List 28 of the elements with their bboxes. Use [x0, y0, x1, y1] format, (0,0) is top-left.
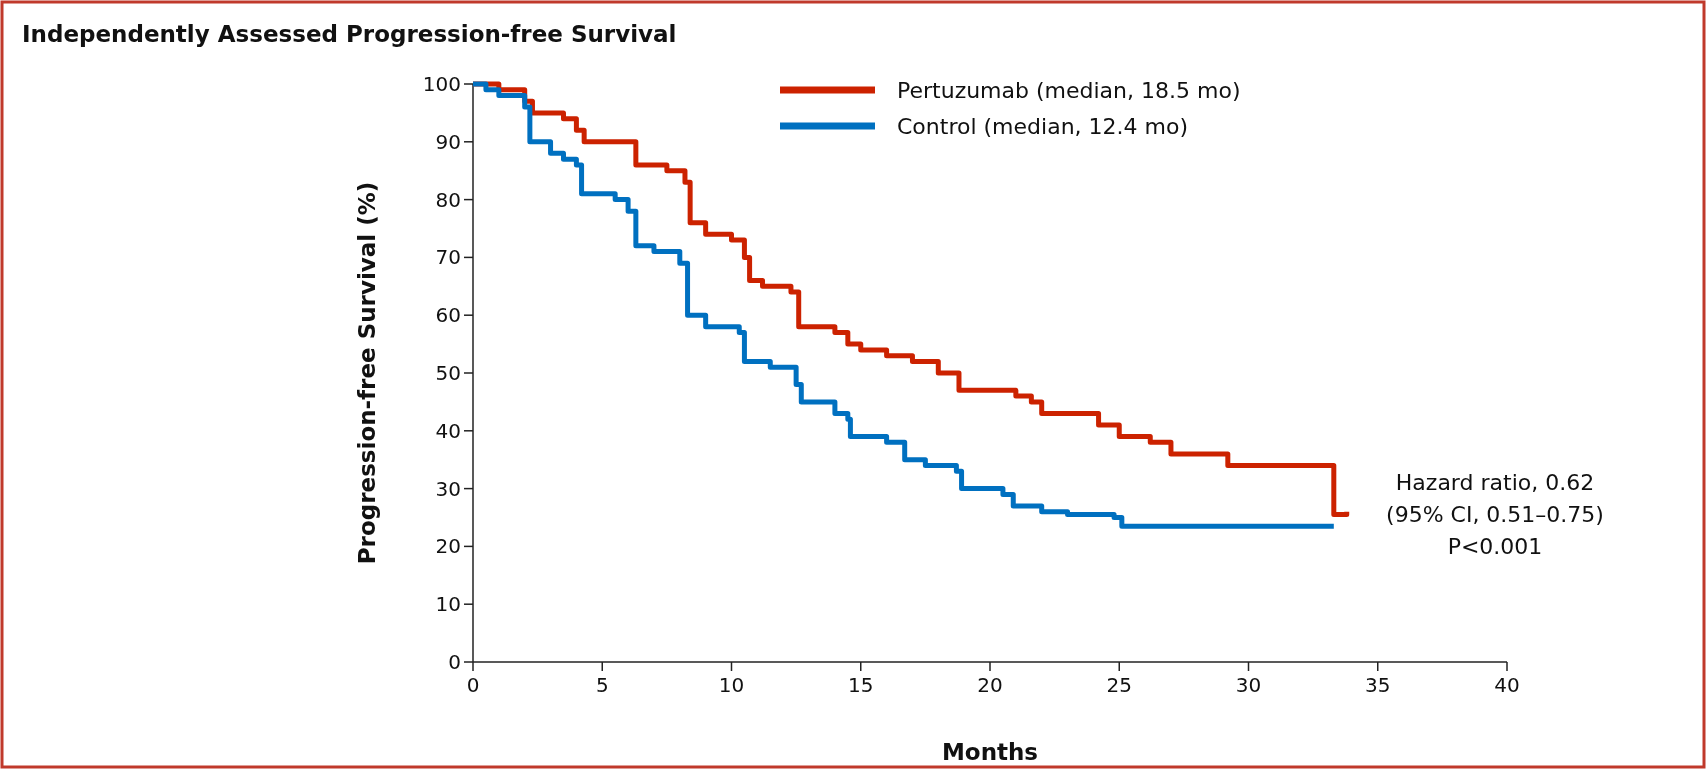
- x-tick-label: 30: [1235, 673, 1262, 697]
- y-tick-label: 80: [435, 187, 461, 212]
- y-axis-title: Progression-free Survival (%): [354, 181, 380, 565]
- y-tick-label: 90: [435, 129, 461, 154]
- y-tick-label: 40: [435, 418, 461, 443]
- legend-label: Control (median, 12.4 mo): [897, 113, 1189, 139]
- legend-label: Pertuzumab (median, 18.5 mo): [897, 77, 1241, 103]
- y-tick-label: 60: [435, 303, 461, 328]
- y-tick-label: 70: [435, 245, 461, 270]
- x-axis-title: Months: [941, 739, 1039, 765]
- y-tick-label: 20: [435, 534, 461, 559]
- x-tick-label: 40: [1494, 673, 1520, 697]
- y-tick-label: 30: [435, 476, 461, 501]
- y-tick-label: 50: [435, 361, 461, 385]
- annotation: P<0.001: [1447, 534, 1543, 559]
- x-tick-label: 35: [1365, 673, 1391, 697]
- x-tick-label: 10: [718, 673, 745, 697]
- x-tick-label: 25: [1106, 673, 1132, 697]
- y-tick-label: 10: [435, 592, 461, 617]
- chart-title: Independently Assessed Progression-free Survival: [22, 21, 677, 47]
- annotation: Hazard ratio, 0.62: [1395, 470, 1595, 495]
- x-tick-label: 0: [466, 673, 480, 697]
- x-tick-label: 20: [977, 673, 1003, 697]
- annotation: (95% CI, 0.51–0.75): [1386, 502, 1604, 527]
- y-tick-label: 0: [448, 650, 461, 674]
- y-tick-label: 100: [422, 72, 461, 96]
- x-tick-label: 15: [848, 673, 874, 697]
- x-tick-label: 5: [595, 673, 609, 697]
